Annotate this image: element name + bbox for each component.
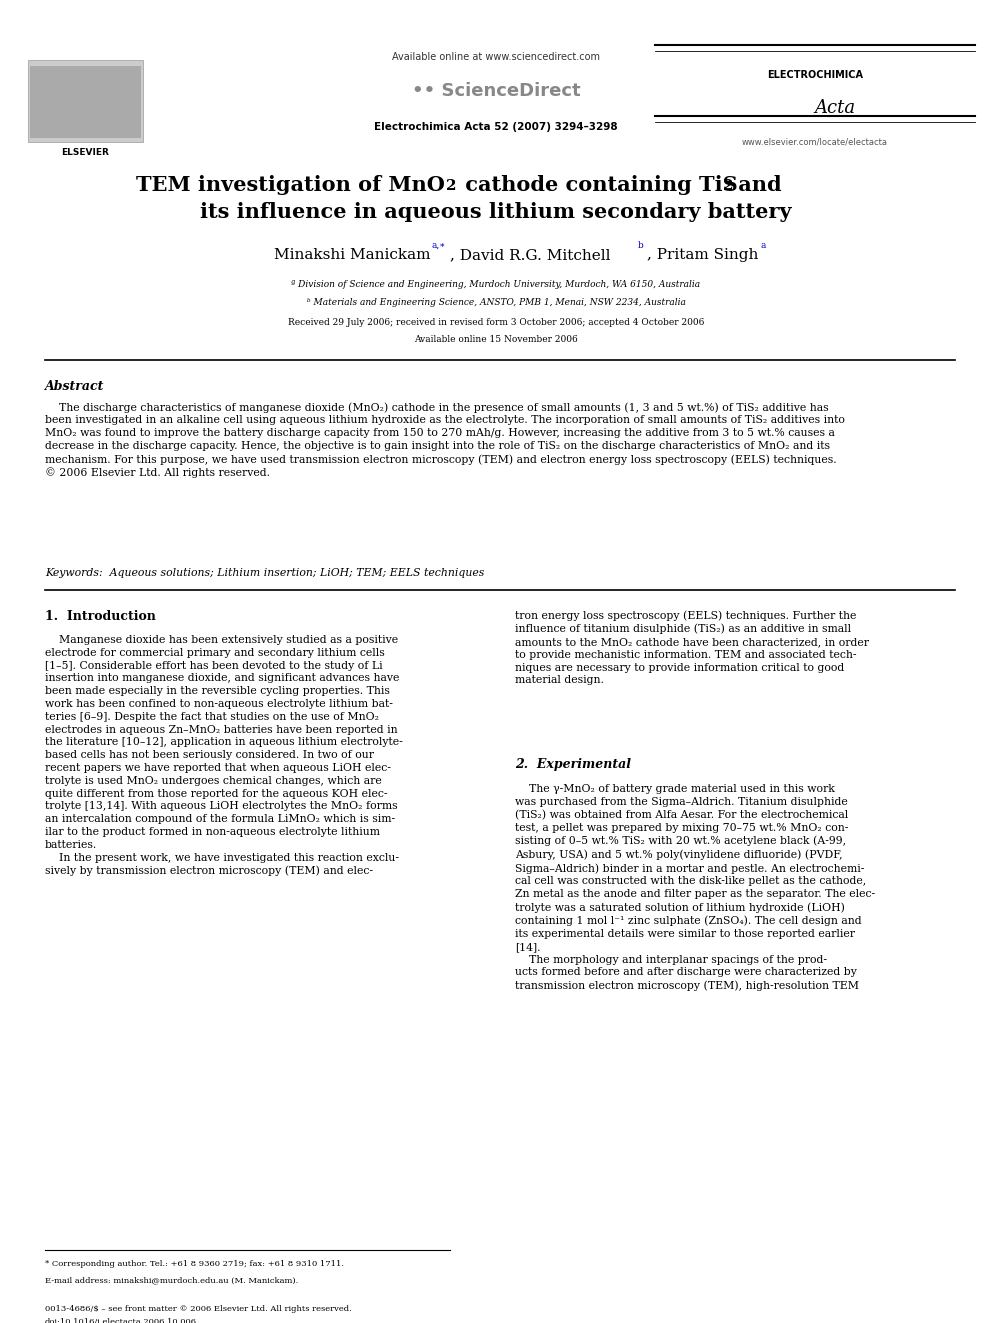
Bar xyxy=(30,66,141,138)
Bar xyxy=(28,60,143,142)
Text: , David R.G. Mitchell: , David R.G. Mitchell xyxy=(450,247,610,262)
Text: Minakshi Manickam: Minakshi Manickam xyxy=(274,247,430,262)
Text: 1.  Introduction: 1. Introduction xyxy=(45,610,156,623)
Text: E-mail address: minakshi@murdoch.edu.au (M. Manickam).: E-mail address: minakshi@murdoch.edu.au … xyxy=(45,1275,299,1285)
Text: •• ScienceDirect: •• ScienceDirect xyxy=(412,82,580,101)
Text: Received 29 July 2006; received in revised form 3 October 2006; accepted 4 Octob: Received 29 July 2006; received in revis… xyxy=(288,318,704,327)
Text: ELECTROCHIMICA: ELECTROCHIMICA xyxy=(767,70,863,79)
Text: Manganese dioxide has been extensively studied as a positive
electrode for comme: Manganese dioxide has been extensively s… xyxy=(45,635,403,876)
Text: ELSEVIER: ELSEVIER xyxy=(62,148,109,157)
Text: doi:10.1016/j.electacta.2006.10.006: doi:10.1016/j.electacta.2006.10.006 xyxy=(45,1318,197,1323)
Text: tron energy loss spectroscopy (EELS) techniques. Further the
influence of titani: tron energy loss spectroscopy (EELS) tec… xyxy=(515,610,869,685)
Text: ª Division of Science and Engineering, Murdoch University, Murdoch, WA 6150, Aus: ª Division of Science and Engineering, M… xyxy=(292,280,700,288)
Text: Keywords:  Aqueous solutions; Lithium insertion; LiOH; TEM; EELS techniques: Keywords: Aqueous solutions; Lithium ins… xyxy=(45,568,484,578)
Text: and: and xyxy=(731,175,782,194)
Text: The γ-MnO₂ of battery grade material used in this work
was purchased from the Si: The γ-MnO₂ of battery grade material use… xyxy=(515,785,875,991)
Text: 2: 2 xyxy=(446,179,456,193)
Text: its influence in aqueous lithium secondary battery: its influence in aqueous lithium seconda… xyxy=(200,202,792,222)
Text: 2.  Experimental: 2. Experimental xyxy=(515,758,631,771)
Text: * Corresponding author. Tel.: +61 8 9360 2719; fax: +61 8 9310 1711.: * Corresponding author. Tel.: +61 8 9360… xyxy=(45,1259,344,1267)
Text: Available online at www.sciencedirect.com: Available online at www.sciencedirect.co… xyxy=(392,52,600,62)
Text: Available online 15 November 2006: Available online 15 November 2006 xyxy=(414,335,578,344)
Text: TEM investigation of MnO: TEM investigation of MnO xyxy=(136,175,445,194)
Text: cathode containing TiS: cathode containing TiS xyxy=(458,175,738,194)
Text: a,∗: a,∗ xyxy=(431,241,445,250)
Text: Acta: Acta xyxy=(814,99,855,116)
Text: www.elsevier.com/locate/electacta: www.elsevier.com/locate/electacta xyxy=(742,138,888,147)
Text: 0013-4686/$ – see front matter © 2006 Elsevier Ltd. All rights reserved.: 0013-4686/$ – see front matter © 2006 El… xyxy=(45,1304,352,1312)
Text: 2: 2 xyxy=(723,179,733,193)
Text: , Pritam Singh: , Pritam Singh xyxy=(647,247,758,262)
Text: ᵇ Materials and Engineering Science, ANSTO, PMB 1, Menai, NSW 2234, Australia: ᵇ Materials and Engineering Science, ANS… xyxy=(307,298,685,307)
Text: a: a xyxy=(760,241,766,250)
Text: Electrochimica Acta 52 (2007) 3294–3298: Electrochimica Acta 52 (2007) 3294–3298 xyxy=(374,122,618,132)
Text: Abstract: Abstract xyxy=(45,380,104,393)
Text: b: b xyxy=(638,241,644,250)
Text: The discharge characteristics of manganese dioxide (MnO₂) cathode in the presenc: The discharge characteristics of mangane… xyxy=(45,402,845,479)
